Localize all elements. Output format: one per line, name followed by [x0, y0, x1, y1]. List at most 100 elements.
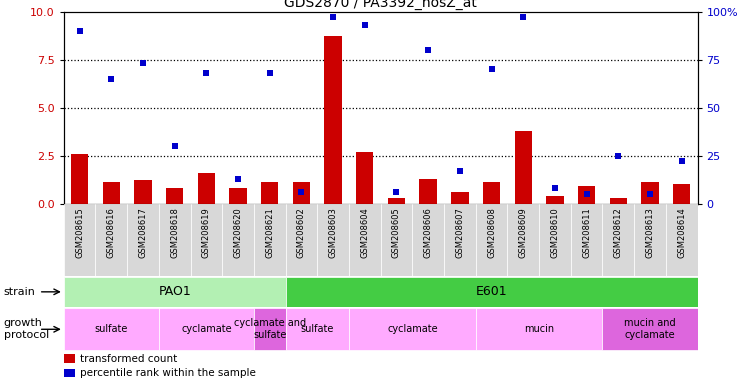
Bar: [166, 188, 183, 204]
Bar: [292, 182, 310, 204]
Bar: [127, 204, 159, 276]
Bar: [64, 354, 75, 363]
Bar: [198, 173, 215, 204]
Text: GSM208621: GSM208621: [266, 207, 274, 258]
Bar: [254, 204, 286, 276]
Bar: [546, 196, 563, 204]
Text: cyclamate: cyclamate: [181, 324, 232, 334]
Point: [137, 60, 149, 66]
Text: GSM208611: GSM208611: [582, 207, 591, 258]
Point: [549, 185, 561, 191]
Text: GSM208615: GSM208615: [75, 207, 84, 258]
Bar: [159, 204, 190, 276]
Bar: [254, 308, 286, 351]
Bar: [103, 182, 120, 204]
Text: GSM208602: GSM208602: [297, 207, 306, 258]
Point: [358, 22, 370, 28]
Bar: [388, 198, 405, 204]
Bar: [444, 204, 476, 276]
Bar: [230, 188, 247, 204]
Point: [327, 14, 339, 20]
Text: growth
protocol: growth protocol: [4, 318, 49, 340]
Bar: [286, 277, 698, 306]
Bar: [64, 277, 286, 306]
Bar: [641, 182, 658, 204]
Bar: [286, 204, 317, 276]
Bar: [356, 152, 374, 204]
Point: [169, 143, 181, 149]
Point: [612, 152, 624, 159]
Point: [644, 191, 656, 197]
Point: [264, 70, 276, 76]
Bar: [64, 204, 95, 276]
Text: PAO1: PAO1: [158, 285, 191, 298]
Text: GSM208603: GSM208603: [328, 207, 338, 258]
Bar: [380, 204, 412, 276]
Bar: [507, 204, 539, 276]
Bar: [64, 308, 159, 351]
Bar: [222, 204, 254, 276]
Bar: [666, 204, 698, 276]
Text: E601: E601: [476, 285, 507, 298]
Text: cyclamate and
sulfate: cyclamate and sulfate: [234, 318, 306, 340]
Bar: [190, 204, 222, 276]
Text: transformed count: transformed count: [80, 354, 177, 364]
Text: percentile rank within the sample: percentile rank within the sample: [80, 368, 256, 378]
Bar: [64, 369, 75, 377]
Text: GSM208616: GSM208616: [106, 207, 116, 258]
Bar: [539, 204, 571, 276]
Text: mucin: mucin: [524, 324, 554, 334]
Point: [485, 66, 497, 72]
Bar: [483, 182, 500, 204]
Point: [232, 175, 244, 182]
Text: GSM208610: GSM208610: [550, 207, 560, 258]
Bar: [413, 204, 444, 276]
Point: [391, 189, 403, 195]
Text: strain: strain: [4, 287, 36, 297]
Point: [200, 70, 212, 76]
Text: sulfate: sulfate: [301, 324, 334, 334]
Bar: [325, 36, 342, 204]
Bar: [261, 182, 278, 204]
Text: GSM208612: GSM208612: [614, 207, 622, 258]
Text: GSM208606: GSM208606: [424, 207, 433, 258]
Text: GSM208613: GSM208613: [646, 207, 655, 258]
Bar: [349, 308, 476, 351]
Bar: [514, 131, 532, 204]
Text: GSM208614: GSM208614: [677, 207, 686, 258]
Bar: [673, 184, 690, 204]
Text: mucin and
cyclamate: mucin and cyclamate: [624, 318, 676, 340]
Bar: [349, 204, 380, 276]
Point: [74, 28, 86, 34]
Bar: [95, 204, 127, 276]
Text: cyclamate: cyclamate: [387, 324, 438, 334]
Bar: [419, 179, 436, 204]
Bar: [317, 204, 349, 276]
Point: [454, 168, 466, 174]
Text: GSM208619: GSM208619: [202, 207, 211, 258]
Text: GSM208618: GSM208618: [170, 207, 179, 258]
Title: GDS2870 / PA3392_nosZ_at: GDS2870 / PA3392_nosZ_at: [284, 0, 477, 10]
Text: GSM208604: GSM208604: [360, 207, 369, 258]
Text: GSM208608: GSM208608: [487, 207, 496, 258]
Bar: [476, 204, 507, 276]
Bar: [452, 192, 469, 204]
Bar: [159, 308, 254, 351]
Text: sulfate: sulfate: [94, 324, 128, 334]
Point: [676, 158, 688, 164]
Bar: [634, 204, 666, 276]
Bar: [134, 180, 152, 204]
Text: GSM208607: GSM208607: [455, 207, 464, 258]
Point: [105, 76, 117, 82]
Text: GSM208617: GSM208617: [139, 207, 148, 258]
Text: GSM208620: GSM208620: [233, 207, 242, 258]
Bar: [602, 308, 698, 351]
Point: [580, 191, 592, 197]
Bar: [571, 204, 602, 276]
Text: GSM208605: GSM208605: [392, 207, 401, 258]
Bar: [286, 308, 349, 351]
Bar: [71, 154, 88, 204]
Text: GSM208609: GSM208609: [519, 207, 528, 258]
Bar: [610, 198, 627, 204]
Point: [518, 14, 530, 20]
